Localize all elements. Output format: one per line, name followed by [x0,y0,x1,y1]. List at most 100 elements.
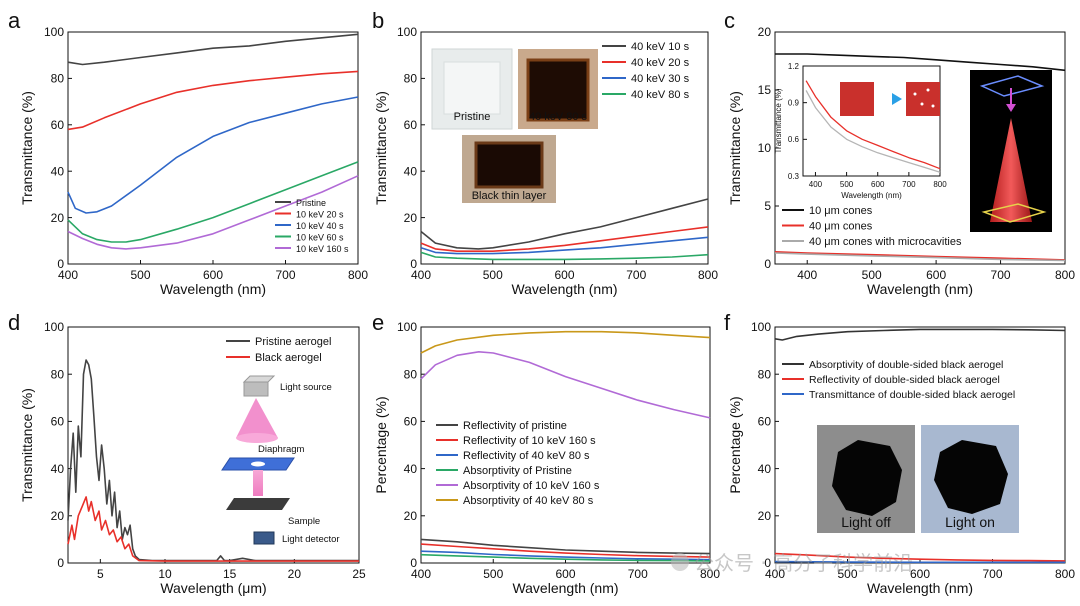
x-axis-label: Wavelength (nm) [160,281,266,297]
y-tick-label: 0 [57,556,64,570]
y-tick-label: 80 [404,72,418,86]
wechat-icon [671,553,689,571]
legend-entry: 40 keV 30 s [631,73,690,85]
x-tick-label: 500 [862,268,882,282]
panel-letter-c: c [724,8,735,33]
light-off-hole [832,440,902,516]
y-tick-label: 40 [404,462,418,476]
legend-entry: Absorptivity of 40 keV 80 s [463,495,594,507]
y-tick-label: 20 [404,509,418,523]
panel-letter-e: e [372,310,384,335]
x-tick-label: 500 [130,268,150,282]
light-detector-label: Light detector [282,534,340,545]
y-axis-label: Transmittance (%) [727,91,743,205]
x-tick-label: 400 [765,567,785,581]
y-tick-label: 100 [397,320,417,334]
y-tick-label: 60 [758,415,772,429]
x-tick-label: 500 [483,567,503,581]
panel-letter-b: b [372,8,384,33]
legend-entry: Reflectivity of pristine [463,420,567,432]
y-tick-label: 100 [44,320,64,334]
legend-entry: Pristine aerogel [255,336,331,348]
y-tick-label: 20 [758,509,772,523]
panel-c-plot: 400 500 600 700 800 0 5 10 15 20 Wavelength (nm) Tr… [727,25,1075,297]
y-tick-label: 20 [404,211,418,225]
series-line-0 [805,80,941,170]
black-sample-photo-label: 40 keV 80 s [529,111,588,123]
y-axis-label: Percentage (%) [373,396,389,493]
diaphragm-label: Diaphragm [258,444,305,455]
x-tick-label: 400 [58,268,78,282]
y-tick-label: 60 [51,415,65,429]
x-tick-label: 500 [840,180,854,189]
x-axis-label: Wavelength (nm) [867,281,973,297]
panel-d-plot: 5 10 15 20 25 0 20 40 60 80 100 Wavelength (μm) Tran… [19,320,366,596]
light-cone-base [236,433,278,443]
diaphragm-hole [251,461,265,467]
y-tick-label: 20 [51,211,65,225]
x-tick-label: 10 [158,567,172,581]
microcavity-square-icon [906,82,940,116]
y-tick-label: 100 [44,25,64,39]
y-tick-label: 80 [51,367,65,381]
y-tick-label: 40 [758,462,772,476]
y-axis-label: Percentage (%) [727,396,743,493]
y-tick-label: 100 [751,320,771,334]
pristine-photo-label: Pristine [454,111,491,123]
y-tick-label: 0.9 [788,98,800,107]
legend-entry: Reflectivity of 40 keV 80 s [463,450,590,462]
series-line-4 [420,350,711,419]
down-arrow-icon [1006,104,1016,112]
arrow-right-icon [880,93,902,105]
legend-entry: 40 μm cones with microcavities [809,236,962,248]
legend-entry: Absorptivity of 10 keV 160 s [463,480,600,492]
x-axis-label: Wavelength (μm) [160,580,266,596]
microcavity-dot [926,88,930,92]
legend-entry: 40 keV 20 s [631,57,690,69]
y-tick-label: 10 [758,141,772,155]
y-tick-label: 40 [51,462,65,476]
panel-letter-d: d [8,310,20,335]
sample-plate [226,498,290,510]
x-tick-label: 700 [982,567,1002,581]
light-off-label: Light off [841,514,891,530]
measurement-schematic: Light source Diaphragm Sample Light dete… [221,375,340,545]
light-source-box [242,375,276,383]
panel-a-plot: 400 500 600 700 800 0 20 40 60 80 100 Wavelength (n… [19,25,368,297]
series-line-1 [420,543,711,558]
x-tick-label: 600 [910,567,930,581]
legend-entry: Reflectivity of double-sided black aerog… [809,374,1000,386]
x-tick-label: 700 [275,268,295,282]
legend-entry: 40 μm cones [809,221,873,233]
legend-entry: Pristine [296,198,326,208]
black-layer-photo-label: Black thin layer [472,190,547,202]
panel-b-plot: 400 500 600 700 800 0 20 40 60 80 100 Wavelength (n… [373,25,718,297]
legend-entry: Transmittance of double-sided black aero… [809,389,1015,401]
y-tick-label: 0 [764,257,771,271]
x-tick-label: 700 [626,268,646,282]
y-tick-label: 60 [404,415,418,429]
light-detector-box [253,531,275,545]
microcavity-dot [913,92,917,96]
x-tick-label: 600 [554,268,574,282]
microcavity-dot [931,104,935,108]
black-layer-sample [474,141,544,189]
y-tick-label: 0 [764,556,771,570]
panel-letter-a: a [8,8,21,33]
series-line-1 [67,70,359,131]
x-axis-label: Wavelength (nm) [841,191,902,200]
series-line-3 [420,251,709,261]
x-axis-label: Wavelength (nm) [512,580,618,596]
y-tick-label: 100 [397,25,417,39]
series-line-4 [67,175,359,250]
y-tick-label: 20 [758,25,772,39]
y-tick-label: 80 [758,367,772,381]
cone-illustration [970,70,1052,232]
y-axis-label: Transmittance (%) [19,91,35,205]
x-tick-label: 800 [1055,268,1075,282]
y-axis-label: Transmittance (%) [774,88,783,153]
y-tick-label: 15 [758,83,772,97]
flat-red-square-icon [840,82,874,116]
pristine-sample [443,61,501,115]
y-tick-label: 60 [404,118,418,132]
